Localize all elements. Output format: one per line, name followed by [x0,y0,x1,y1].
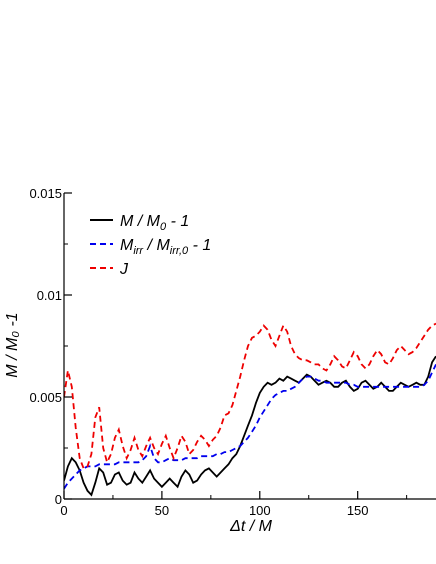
y-tick-label: 0.01 [37,288,62,303]
y-tick-label: 0.015 [29,186,62,201]
x-tick-label: 100 [249,503,271,518]
series-line-m-m0-1 [64,355,436,497]
series-line-j [64,322,436,470]
x-tick-label: 0 [60,503,67,518]
y-tick-label: 0.005 [29,390,62,405]
legend-label-angular-momentum: J [119,261,129,278]
legend-label-total-mass: M / M0 - 1 [120,213,189,233]
y-tick-label: 0 [55,492,62,507]
plot-layer [64,322,436,497]
legend-label-irreducible-mass: Mirr / Mirr,0 - 1 [120,237,211,257]
y-axis-title: M / M₀ -1 [4,312,21,377]
x-tick-label: 150 [347,503,369,518]
x-axis-title: Δt / M [229,518,273,535]
axes-layer: 0 50 100 150 0 0.005 0.01 0.015 [29,186,436,518]
series-line-mirr-mirr-0-1 [64,364,436,490]
x-tick-label: 50 [155,503,169,518]
legend: M / M0 - 1 Mirr / Mirr,0 - 1 J [90,213,211,278]
